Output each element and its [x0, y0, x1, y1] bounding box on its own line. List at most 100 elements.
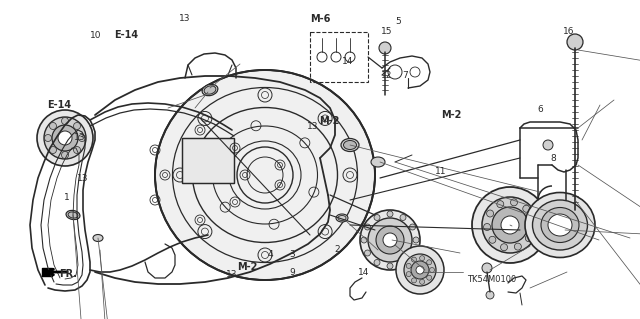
- Circle shape: [529, 218, 536, 225]
- Circle shape: [387, 263, 393, 269]
- Bar: [310, 32, 368, 82]
- Circle shape: [429, 268, 435, 272]
- Circle shape: [44, 117, 86, 159]
- Text: 14: 14: [342, 57, 353, 66]
- Circle shape: [406, 271, 412, 277]
- Circle shape: [400, 260, 406, 265]
- Bar: [182, 138, 234, 183]
- Circle shape: [52, 125, 78, 151]
- Circle shape: [482, 263, 492, 273]
- Circle shape: [79, 135, 86, 142]
- Circle shape: [501, 216, 519, 234]
- Circle shape: [427, 260, 432, 265]
- Circle shape: [413, 237, 419, 243]
- Ellipse shape: [344, 140, 356, 150]
- Text: 4: 4: [268, 250, 273, 259]
- Text: 8: 8: [550, 154, 556, 163]
- Ellipse shape: [336, 214, 348, 222]
- Circle shape: [529, 221, 536, 228]
- Circle shape: [543, 140, 553, 150]
- Circle shape: [368, 218, 412, 262]
- Circle shape: [61, 152, 68, 159]
- Text: 13: 13: [307, 122, 319, 131]
- Circle shape: [427, 275, 432, 280]
- Text: 6: 6: [538, 105, 543, 114]
- Text: 7: 7: [402, 71, 408, 80]
- Circle shape: [492, 207, 528, 243]
- Text: 5: 5: [396, 17, 401, 26]
- Text: E-14: E-14: [114, 30, 138, 40]
- Circle shape: [500, 244, 508, 251]
- Circle shape: [74, 122, 81, 130]
- Circle shape: [420, 256, 424, 261]
- Circle shape: [383, 233, 397, 247]
- Text: E-14: E-14: [47, 100, 72, 110]
- Circle shape: [567, 34, 583, 50]
- Circle shape: [365, 224, 371, 230]
- Circle shape: [360, 210, 420, 270]
- Circle shape: [406, 263, 412, 268]
- Text: 10: 10: [90, 31, 101, 40]
- Text: FR.: FR.: [59, 269, 77, 279]
- Circle shape: [49, 122, 56, 130]
- Ellipse shape: [202, 84, 218, 96]
- Circle shape: [361, 237, 367, 243]
- Text: 3: 3: [289, 250, 295, 259]
- Ellipse shape: [66, 211, 80, 219]
- Text: 9: 9: [289, 268, 295, 277]
- Circle shape: [400, 214, 406, 220]
- Ellipse shape: [93, 234, 103, 241]
- Circle shape: [472, 187, 548, 263]
- Text: 12: 12: [381, 71, 393, 80]
- Circle shape: [74, 146, 81, 153]
- Ellipse shape: [541, 207, 579, 242]
- Text: M-2: M-2: [442, 110, 462, 120]
- Circle shape: [515, 243, 522, 250]
- Text: M-2: M-2: [237, 262, 257, 272]
- Circle shape: [416, 266, 424, 274]
- Circle shape: [387, 211, 393, 217]
- Circle shape: [497, 201, 504, 208]
- Circle shape: [412, 257, 417, 262]
- Circle shape: [482, 197, 538, 253]
- Circle shape: [396, 246, 444, 294]
- Ellipse shape: [548, 214, 572, 236]
- Circle shape: [374, 214, 380, 220]
- Text: 13: 13: [179, 14, 191, 23]
- Circle shape: [410, 224, 415, 230]
- Circle shape: [486, 210, 493, 217]
- Text: M-2: M-2: [319, 116, 339, 126]
- Text: 16: 16: [563, 27, 575, 36]
- Text: 2: 2: [335, 245, 340, 254]
- Circle shape: [404, 254, 436, 286]
- Circle shape: [484, 224, 491, 231]
- Circle shape: [411, 261, 429, 279]
- Circle shape: [379, 42, 391, 54]
- Circle shape: [486, 291, 494, 299]
- Text: TK54M0100: TK54M0100: [467, 275, 516, 284]
- Text: 15: 15: [381, 27, 393, 36]
- Text: 11: 11: [435, 167, 447, 176]
- Circle shape: [412, 278, 417, 283]
- Circle shape: [45, 135, 51, 142]
- Circle shape: [420, 279, 424, 284]
- Circle shape: [523, 205, 530, 212]
- Circle shape: [511, 199, 518, 206]
- Ellipse shape: [204, 86, 216, 94]
- Ellipse shape: [68, 212, 78, 218]
- Circle shape: [489, 236, 496, 243]
- Text: 13: 13: [226, 271, 237, 279]
- Circle shape: [49, 146, 56, 153]
- Circle shape: [37, 110, 93, 166]
- Text: 14: 14: [358, 268, 370, 277]
- Ellipse shape: [371, 157, 385, 167]
- Circle shape: [410, 250, 415, 256]
- Circle shape: [61, 117, 68, 124]
- Ellipse shape: [525, 192, 595, 257]
- Circle shape: [376, 226, 404, 254]
- Ellipse shape: [155, 70, 375, 280]
- Ellipse shape: [341, 138, 359, 152]
- Text: M-6: M-6: [310, 13, 330, 24]
- Text: 13: 13: [77, 174, 88, 183]
- Bar: [182, 138, 234, 183]
